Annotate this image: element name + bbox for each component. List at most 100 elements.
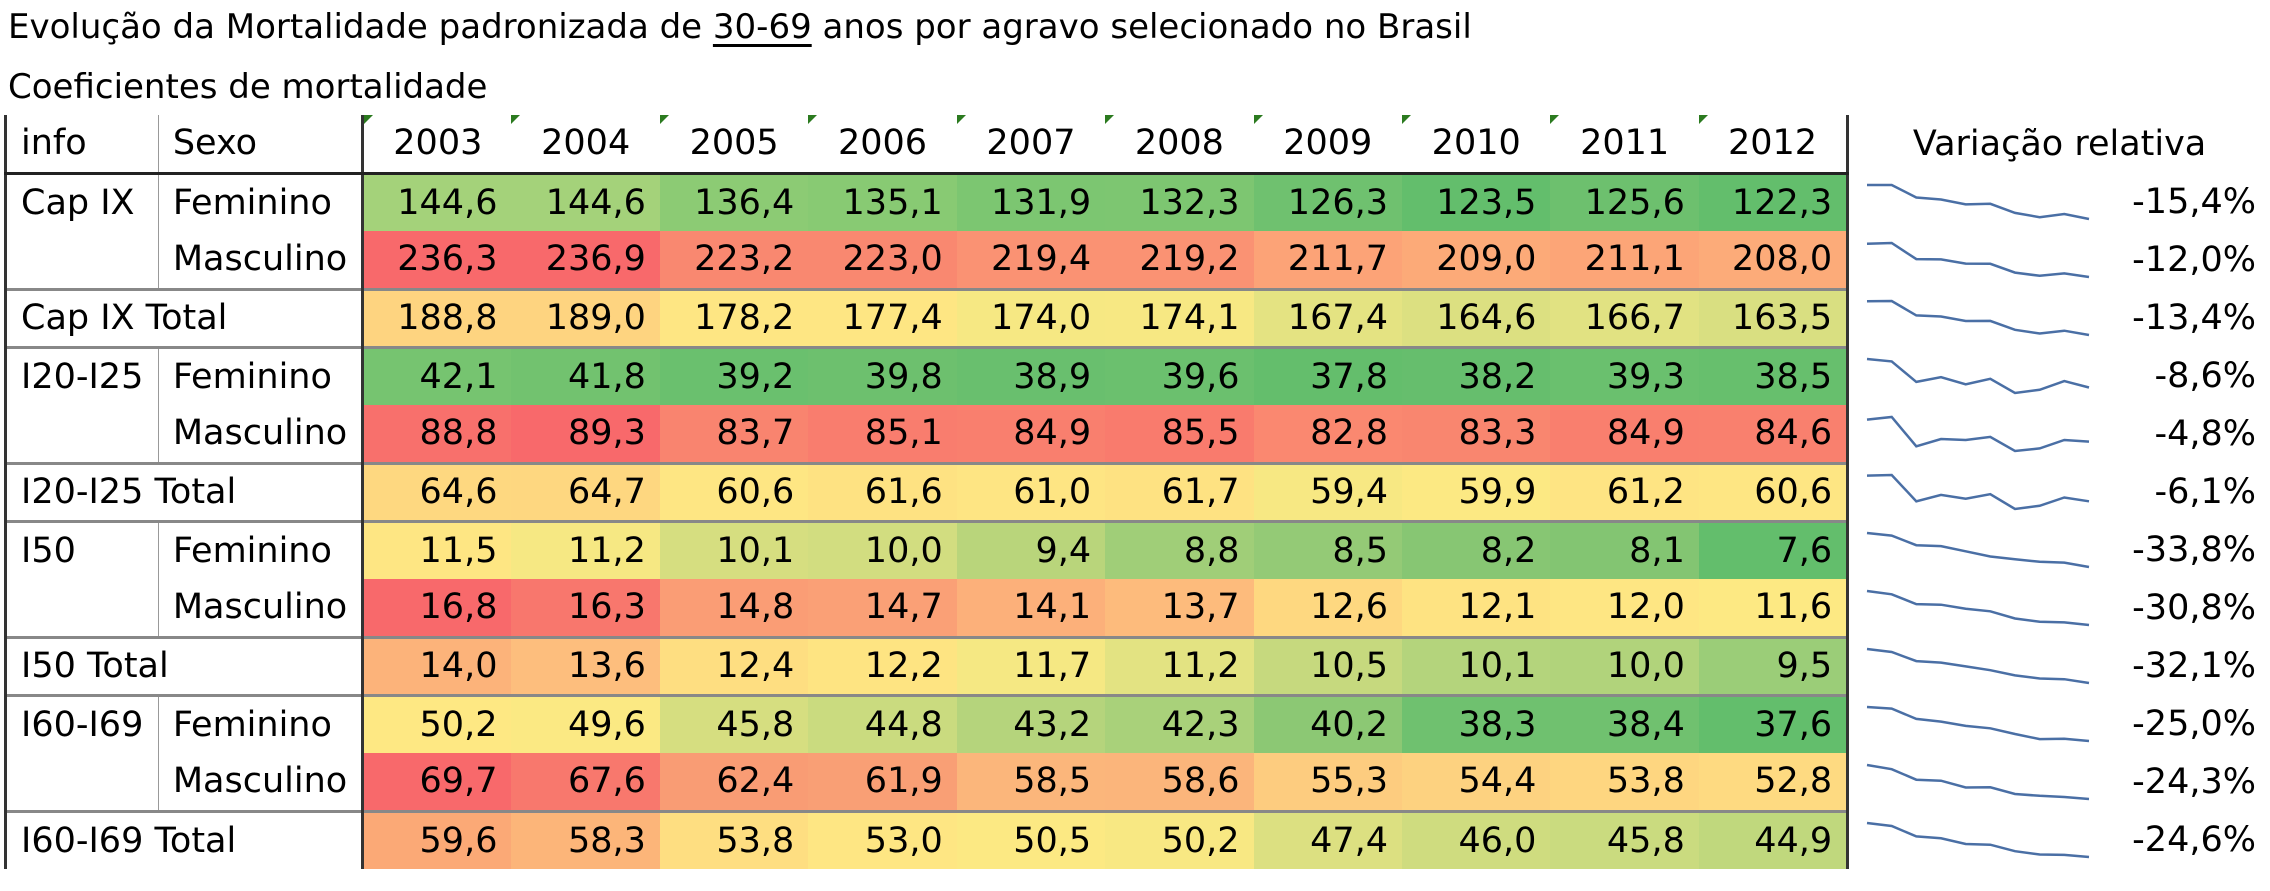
- value-cell[interactable]: 12,0: [1550, 579, 1699, 637]
- value-cell[interactable]: 10,1: [1402, 635, 1551, 695]
- value-cell[interactable]: 14,7: [808, 579, 957, 637]
- value-cell[interactable]: 52,8: [1698, 753, 1850, 811]
- value-cell[interactable]: 39,6: [1105, 345, 1254, 405]
- value-cell[interactable]: 85,1: [808, 405, 957, 463]
- value-cell[interactable]: 59,6: [361, 809, 512, 869]
- value-cell[interactable]: 166,7: [1550, 287, 1699, 347]
- row-info[interactable]: I60-I69: [4, 693, 159, 753]
- value-cell[interactable]: 39,8: [808, 345, 957, 405]
- header-year-9[interactable]: 2012: [1698, 115, 1850, 175]
- row-info[interactable]: I20-I25 Total: [3, 461, 363, 521]
- value-cell[interactable]: 59,4: [1253, 461, 1402, 521]
- sparkline-cell[interactable]: [1848, 811, 2118, 869]
- value-cell[interactable]: 11,2: [511, 519, 660, 579]
- value-cell[interactable]: 164,6: [1402, 287, 1551, 347]
- value-cell[interactable]: 42,3: [1105, 693, 1254, 753]
- sparkline-cell[interactable]: [1848, 231, 2118, 289]
- value-cell[interactable]: 8,1: [1550, 519, 1699, 579]
- variation-value[interactable]: -12,0%: [2132, 240, 2256, 280]
- value-cell[interactable]: 39,3: [1550, 345, 1699, 405]
- header-year-8[interactable]: 2011: [1550, 115, 1699, 175]
- value-cell[interactable]: 11,2: [1105, 635, 1254, 695]
- value-cell[interactable]: 10,0: [1550, 635, 1699, 695]
- value-cell[interactable]: 122,3: [1698, 173, 1850, 231]
- value-cell[interactable]: 236,3: [361, 231, 512, 289]
- row-info[interactable]: [4, 405, 159, 463]
- value-cell[interactable]: 42,1: [361, 345, 512, 405]
- row-sexo[interactable]: Masculino: [157, 231, 363, 289]
- variation-value[interactable]: -6,1%: [2154, 472, 2256, 512]
- value-cell[interactable]: 236,9: [511, 231, 660, 289]
- value-cell[interactable]: 85,5: [1105, 405, 1254, 463]
- header-year-7[interactable]: 2010: [1402, 115, 1551, 175]
- value-cell[interactable]: 12,6: [1253, 579, 1402, 637]
- value-cell[interactable]: 55,3: [1253, 753, 1402, 811]
- value-cell[interactable]: 163,5: [1698, 287, 1850, 347]
- value-cell[interactable]: 11,7: [956, 635, 1106, 695]
- value-cell[interactable]: 14,8: [659, 579, 809, 637]
- value-cell[interactable]: 50,5: [956, 809, 1106, 869]
- variation-value[interactable]: -24,3%: [2132, 762, 2256, 802]
- value-cell[interactable]: 61,2: [1550, 461, 1699, 521]
- value-cell[interactable]: 144,6: [511, 173, 660, 231]
- value-cell[interactable]: 50,2: [1105, 809, 1254, 869]
- value-cell[interactable]: 61,6: [808, 461, 957, 521]
- value-cell[interactable]: 189,0: [511, 287, 660, 347]
- value-cell[interactable]: 177,4: [808, 287, 957, 347]
- header-year-0[interactable]: 2003: [361, 115, 512, 175]
- value-cell[interactable]: 84,6: [1698, 405, 1850, 463]
- sparkline-cell[interactable]: [1848, 521, 2118, 579]
- value-cell[interactable]: 83,7: [659, 405, 809, 463]
- value-cell[interactable]: 125,6: [1550, 173, 1699, 231]
- value-cell[interactable]: 211,7: [1253, 231, 1402, 289]
- header-year-1[interactable]: 2004: [511, 115, 660, 175]
- row-info[interactable]: Cap IX: [4, 173, 159, 231]
- row-info[interactable]: [4, 753, 159, 811]
- value-cell[interactable]: 60,6: [1698, 461, 1850, 521]
- value-cell[interactable]: 88,8: [361, 405, 512, 463]
- value-cell[interactable]: 126,3: [1253, 173, 1402, 231]
- sparkline-cell[interactable]: [1848, 289, 2118, 347]
- value-cell[interactable]: 38,3: [1402, 693, 1551, 753]
- row-info[interactable]: [4, 579, 159, 637]
- row-info[interactable]: I50 Total: [3, 635, 363, 695]
- value-cell[interactable]: 61,9: [808, 753, 957, 811]
- row-info[interactable]: I60-I69 Total: [3, 809, 363, 869]
- value-cell[interactable]: 58,6: [1105, 753, 1254, 811]
- header-year-2[interactable]: 2005: [659, 115, 809, 175]
- header-variation[interactable]: Variação relativa: [1912, 124, 2207, 164]
- value-cell[interactable]: 11,5: [361, 519, 512, 579]
- value-cell[interactable]: 37,6: [1698, 693, 1850, 753]
- value-cell[interactable]: 58,5: [956, 753, 1106, 811]
- sparkline-cell[interactable]: [1848, 695, 2118, 753]
- value-cell[interactable]: 64,6: [361, 461, 512, 521]
- value-cell[interactable]: 83,3: [1402, 405, 1551, 463]
- value-cell[interactable]: 67,6: [511, 753, 660, 811]
- value-cell[interactable]: 14,0: [361, 635, 512, 695]
- value-cell[interactable]: 39,2: [659, 345, 809, 405]
- value-cell[interactable]: 10,5: [1253, 635, 1402, 695]
- variation-value[interactable]: -30,8%: [2132, 588, 2256, 628]
- value-cell[interactable]: 69,7: [361, 753, 512, 811]
- value-cell[interactable]: 188,8: [361, 287, 512, 347]
- sparkline-cell[interactable]: [1848, 463, 2118, 521]
- value-cell[interactable]: 178,2: [659, 287, 809, 347]
- value-cell[interactable]: 60,6: [659, 461, 809, 521]
- row-info[interactable]: I20-I25: [4, 345, 159, 405]
- value-cell[interactable]: 208,0: [1698, 231, 1850, 289]
- value-cell[interactable]: 38,4: [1550, 693, 1699, 753]
- header-year-4[interactable]: 2007: [956, 115, 1106, 175]
- value-cell[interactable]: 10,0: [808, 519, 957, 579]
- row-info[interactable]: Cap IX Total: [3, 287, 363, 347]
- value-cell[interactable]: 13,7: [1105, 579, 1254, 637]
- value-cell[interactable]: 64,7: [511, 461, 660, 521]
- value-cell[interactable]: 62,4: [659, 753, 809, 811]
- sparkline-cell[interactable]: [1848, 173, 2118, 231]
- value-cell[interactable]: 132,3: [1105, 173, 1254, 231]
- value-cell[interactable]: 41,8: [511, 345, 660, 405]
- value-cell[interactable]: 12,2: [808, 635, 957, 695]
- value-cell[interactable]: 219,2: [1105, 231, 1254, 289]
- value-cell[interactable]: 50,2: [361, 693, 512, 753]
- row-sexo[interactable]: Feminino: [157, 693, 363, 753]
- value-cell[interactable]: 11,6: [1698, 579, 1850, 637]
